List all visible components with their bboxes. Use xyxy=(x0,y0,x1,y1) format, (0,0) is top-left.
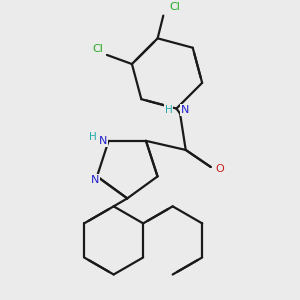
Text: O: O xyxy=(215,164,224,174)
Text: N: N xyxy=(180,105,189,115)
Text: Cl: Cl xyxy=(92,44,103,54)
Text: H: H xyxy=(89,133,97,142)
Text: H: H xyxy=(165,105,172,115)
Text: N: N xyxy=(99,136,107,146)
Text: Cl: Cl xyxy=(169,2,180,11)
Text: N: N xyxy=(91,175,99,185)
